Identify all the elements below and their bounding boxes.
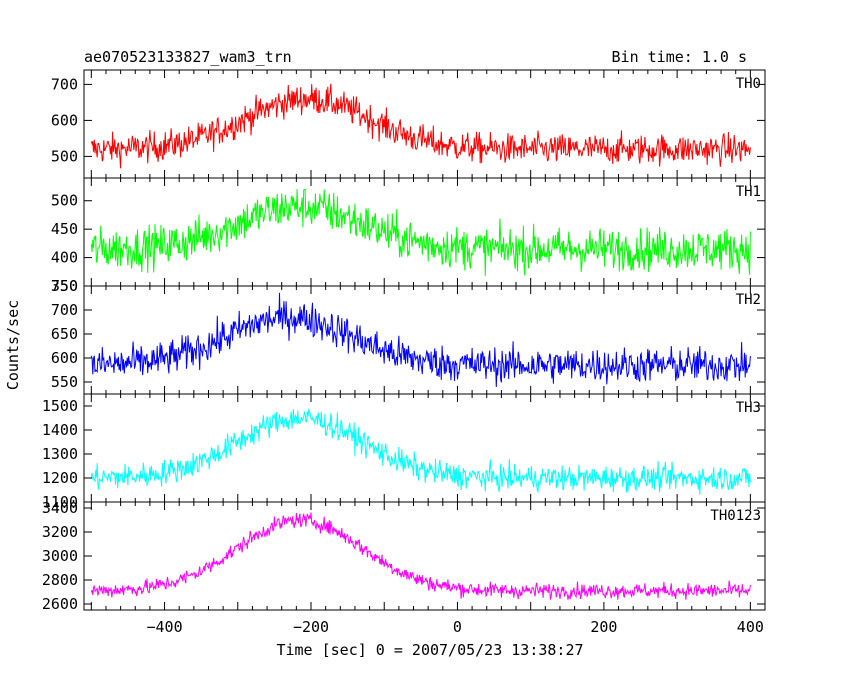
panel-th1: 350 400 450 500 TH1 bbox=[51, 177, 766, 295]
x-tick-label: −200 bbox=[293, 618, 329, 636]
y-tick-label: 2800 bbox=[42, 571, 78, 589]
series-label: TH0123 bbox=[710, 508, 761, 524]
x-tick-label: −400 bbox=[146, 618, 182, 636]
y-tick-label: 1100 bbox=[42, 493, 78, 511]
y-tick-label: 1500 bbox=[42, 397, 78, 415]
x-tick-label: 200 bbox=[590, 618, 617, 636]
y-tick-label: 3400 bbox=[42, 499, 78, 517]
y-tick-label: 350 bbox=[51, 277, 78, 295]
series-label: TH2 bbox=[736, 292, 761, 308]
y-tick-label: 500 bbox=[51, 192, 78, 210]
panel-th3: 1100 1200 1300 1400 1500 TH3 bbox=[42, 393, 766, 511]
x-tick-label: 400 bbox=[737, 618, 764, 636]
y-tick-label: 700 bbox=[51, 301, 78, 319]
y-tick-label: 1300 bbox=[42, 445, 78, 463]
panel-frame bbox=[83, 393, 766, 503]
series-line-th0 bbox=[90, 83, 751, 169]
y-tick-label: 600 bbox=[51, 111, 78, 129]
y-tick-label: 3200 bbox=[42, 523, 78, 541]
series-line-th2 bbox=[90, 292, 751, 388]
panel-frame bbox=[83, 177, 766, 287]
panel-frame bbox=[83, 501, 766, 611]
panel-th0: 500 600 700 TH0 bbox=[51, 69, 766, 179]
series-line-th3 bbox=[90, 408, 751, 495]
bin-time-label: Bin time: 1.0 s bbox=[612, 48, 747, 66]
y-tick-label: 500 bbox=[51, 147, 78, 165]
y-tick-label: 1200 bbox=[42, 469, 78, 487]
figure-title: ae070523133827_wam3_trn bbox=[84, 48, 292, 66]
x-tick-label: 0 bbox=[453, 618, 462, 636]
y-tick-label: 450 bbox=[51, 220, 78, 238]
y-tick-label: 700 bbox=[51, 75, 78, 93]
y-tick-label: 550 bbox=[51, 373, 78, 391]
panel-th0123: 2600 2800 3000 3200 3400 TH0123 bbox=[42, 499, 766, 613]
y-tick-label: 750 bbox=[51, 277, 78, 295]
x-axis-label: Time [sec] 0 = 2007/05/23 13:38:27 bbox=[276, 641, 583, 659]
panels-group: 500 600 700 TH0 350 400 450 500 TH1 550 600 650 700 7… bbox=[42, 69, 766, 636]
panel-th2: 550 600 650 700 750 TH2 bbox=[51, 277, 766, 395]
series-label: TH1 bbox=[736, 184, 761, 200]
series-label: TH3 bbox=[736, 400, 761, 416]
y-tick-label: 3000 bbox=[42, 547, 78, 565]
y-tick-label: 1400 bbox=[42, 421, 78, 439]
y-tick-label: 2600 bbox=[42, 595, 78, 613]
y-tick-label: 650 bbox=[51, 325, 78, 343]
y-tick-label: 400 bbox=[51, 249, 78, 267]
panel-frame bbox=[83, 69, 766, 179]
series-line-th1 bbox=[90, 188, 751, 276]
y-axis-label: Counts/sec bbox=[4, 300, 22, 390]
series-label: TH0 bbox=[736, 76, 761, 92]
series-line-th0123 bbox=[90, 512, 751, 600]
y-tick-label: 600 bbox=[51, 349, 78, 367]
